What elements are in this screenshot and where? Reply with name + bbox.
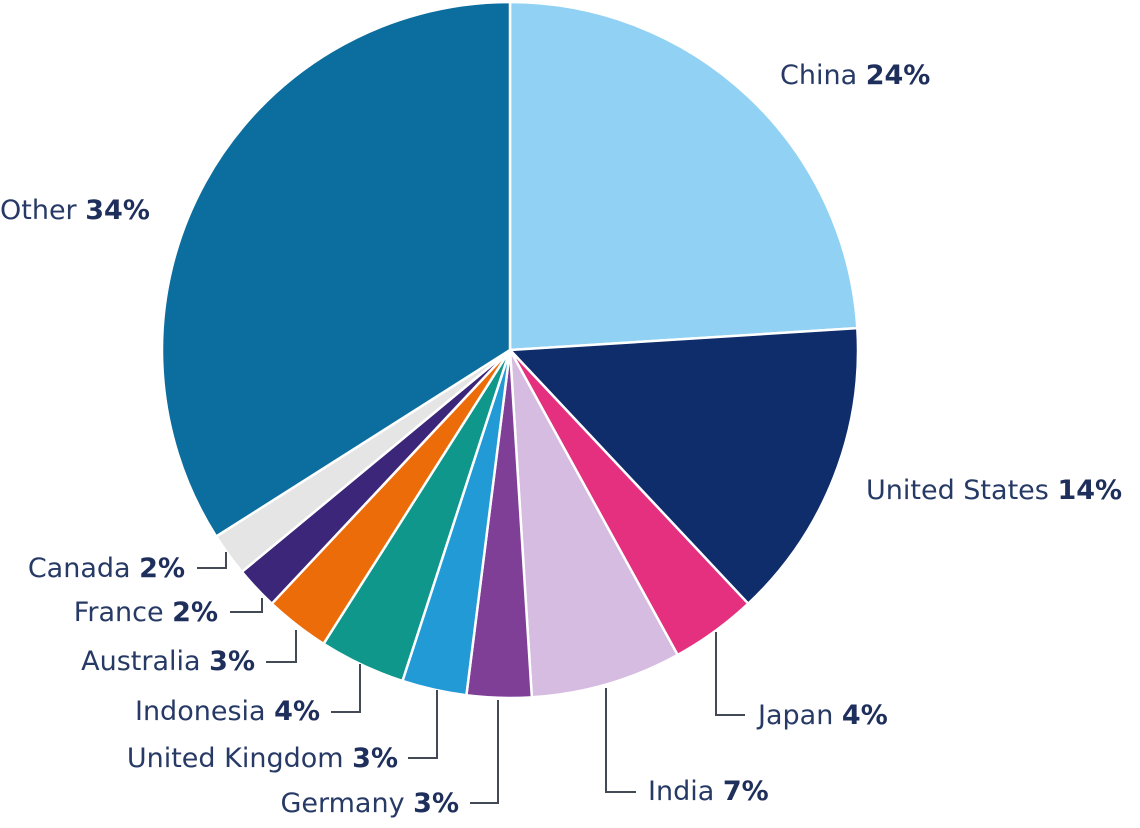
leader-line-france: [230, 598, 263, 613]
label-china: China 24%: [780, 60, 930, 91]
label-australia: Australia 3%: [81, 646, 255, 677]
leader-line-india: [605, 688, 636, 793]
leader-lines: [197, 552, 745, 804]
label-germany: Germany 3%: [280, 788, 459, 819]
label-united-states: United States 14%: [866, 475, 1122, 506]
leader-line-canada: [197, 552, 227, 569]
leader-line-indonesia: [331, 664, 361, 713]
label-canada: Canada 2%: [28, 553, 185, 584]
pie-slices: [160, 0, 860, 700]
label-france: France 2%: [74, 597, 218, 628]
slice-other: [160, 0, 512, 538]
label-indonesia: Indonesia 4%: [135, 696, 320, 727]
label-other: Other 34%: [0, 195, 150, 226]
leader-line-japan: [715, 632, 745, 716]
leader-line-germany: [470, 700, 499, 804]
leader-line-united-kingdom: [408, 690, 438, 759]
slice-united-states: [508, 326, 860, 605]
slice-india: [508, 348, 679, 699]
label-united-kingdom: United Kingdom 3%: [127, 743, 398, 774]
label-india: India 7%: [648, 776, 769, 807]
leader-line-australia: [266, 630, 297, 663]
label-japan: Japan 4%: [756, 700, 888, 731]
slice-china: [508, 0, 859, 352]
